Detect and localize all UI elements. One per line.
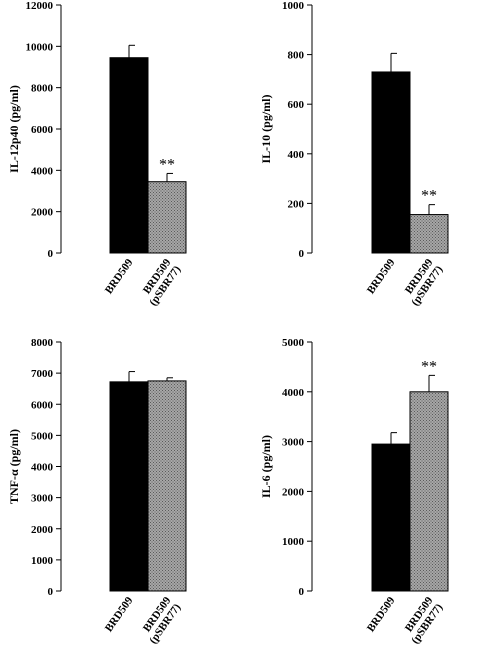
y-tick-label: 400: [288, 149, 305, 161]
bar: [109, 57, 149, 254]
y-tick-label: 2000: [282, 486, 305, 498]
y-tick-label: 8000: [31, 337, 54, 349]
category-label: BRD509: [365, 594, 398, 634]
bar: [147, 181, 187, 254]
y-axis-label: IL-12p40 (pg/ml): [7, 85, 21, 173]
y-tick-label: 5000: [282, 337, 305, 349]
y-tick-label: 200: [288, 198, 305, 210]
category-label: BRD509: [365, 256, 398, 296]
chart-panel-3: 0 1000 2000 3000 4000 5000 6000 7000 8000 TNF-α (…: [7, 337, 187, 646]
y-tick-label: 7000: [31, 368, 54, 380]
bar: [371, 443, 411, 592]
y-tick-label: 2000: [31, 207, 54, 219]
y-tick-label: 800: [288, 50, 305, 62]
y-axis-label: IL-10 (pg/ml): [259, 94, 273, 163]
y-tick-label: 10000: [26, 41, 54, 53]
y-axis-label: IL-6 (pg/ml): [259, 435, 273, 498]
y-tick-label: 1000: [282, 0, 305, 12]
bar: [371, 71, 411, 254]
y-tick-label: 4000: [31, 165, 54, 177]
bar: [109, 381, 149, 592]
y-tick-label: 1000: [31, 555, 54, 567]
significance-label: **: [421, 188, 437, 205]
y-tick-label: 4000: [31, 462, 54, 474]
y-tick-label: 1000: [282, 536, 305, 548]
y-tick-label: 6000: [31, 399, 54, 411]
y-tick-label: 8000: [31, 83, 54, 95]
y-tick-label: 0: [299, 248, 305, 260]
category-label: BRD509(pSBR77): [137, 256, 183, 308]
significance-label: **: [421, 358, 437, 375]
y-tick-label: 3000: [31, 493, 54, 505]
y-axis-label: TNF-α (pg/ml): [7, 429, 21, 504]
y-tick-label: 3000: [282, 437, 305, 449]
category-label: BRD509(pSBR77): [399, 594, 445, 646]
bar: [147, 380, 187, 592]
category-label: BRD509: [103, 594, 136, 634]
y-tick-label: 5000: [31, 430, 54, 442]
chart-panel-4: 0 1000 2000 3000 4000 5000 IL-6 (pg/ml) BRD509 *…: [259, 337, 449, 646]
y-tick-label: 12000: [26, 0, 54, 12]
category-label: BRD509(pSBR77): [137, 594, 183, 646]
y-tick-label: 4000: [282, 387, 305, 399]
y-tick-label: 0: [48, 586, 54, 598]
y-tick-label: 6000: [31, 124, 54, 136]
significance-label: **: [159, 156, 175, 173]
bar: [409, 214, 449, 254]
bar: [409, 391, 449, 592]
y-tick-label: 600: [288, 99, 305, 111]
chart-panel-1: 0 2000 4000 6000 8000 10000 12000 IL-12p40 (pg/…: [7, 0, 187, 308]
chart-panel-2: 0 200 400 600 800 1000 IL-10 (pg/ml) BRD509 ** BR…: [259, 0, 449, 308]
y-tick-label: 0: [299, 586, 305, 598]
category-label: BRD509(pSBR77): [399, 256, 445, 308]
y-tick-label: 0: [48, 248, 54, 260]
category-label: BRD509: [103, 256, 136, 296]
y-tick-label: 2000: [31, 524, 54, 536]
